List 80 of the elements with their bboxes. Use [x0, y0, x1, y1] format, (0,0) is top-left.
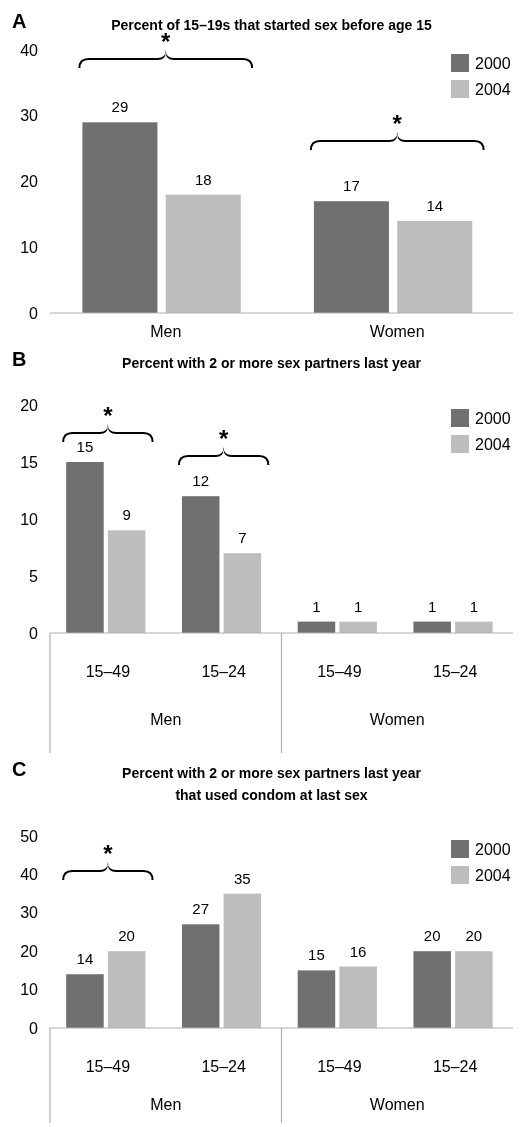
annotation: *	[103, 402, 114, 429]
data-label: 14	[426, 196, 444, 214]
bar	[397, 220, 473, 313]
bar	[313, 201, 389, 313]
y-tick-label: 5	[29, 567, 39, 585]
y-tick-label: 40	[20, 41, 39, 59]
bar	[455, 951, 493, 1028]
bar	[297, 970, 336, 1028]
legend-label: 2004	[475, 866, 511, 884]
y-tick-label: 0	[29, 1019, 39, 1037]
data-label: 16	[349, 942, 367, 960]
chart-title: Percent with 2 or more sex partners last year	[122, 355, 422, 371]
text: B	[12, 348, 27, 370]
legend-label: 2000	[475, 409, 511, 427]
data-label: 29	[111, 98, 129, 116]
y-tick-label: 15	[20, 453, 39, 471]
data-label: 15	[76, 438, 94, 455]
annotation: *	[392, 110, 403, 137]
data-label: 1	[353, 597, 363, 615]
data-label: 14	[76, 950, 94, 968]
data-label: 20	[423, 927, 441, 945]
data-label: 20	[465, 927, 483, 945]
data-label: 12	[192, 472, 210, 490]
x-tick-label: 15–49	[85, 662, 131, 680]
x-tick-label: 15–49	[317, 662, 362, 680]
text: Men	[150, 1096, 182, 1113]
text: A	[12, 10, 27, 32]
y-tick-label: 0	[29, 304, 39, 322]
annotation: *	[218, 425, 229, 452]
bar	[66, 974, 104, 1028]
bar	[107, 530, 146, 633]
y-tick-label: 10	[20, 238, 39, 256]
y-tick-label: 30	[20, 107, 39, 125]
bar	[165, 194, 241, 313]
bar	[107, 951, 146, 1028]
x-tick-label: 15–49	[85, 1057, 131, 1075]
x-tick-label: 15–24	[201, 1057, 246, 1075]
bar	[181, 496, 220, 633]
x-tick-label: 15–24	[432, 1057, 478, 1075]
data-label: 1	[469, 597, 479, 615]
data-label: 7	[238, 529, 247, 547]
data-label: 27	[192, 900, 210, 918]
y-tick-label: 10	[20, 981, 39, 999]
legend-label: 2004	[475, 435, 511, 453]
y-tick-label: 10	[20, 510, 39, 528]
bar	[223, 553, 262, 633]
legend-label: 2000	[475, 840, 511, 858]
data-label: 17	[343, 177, 360, 195]
y-tick-label: 0	[29, 624, 39, 642]
data-label: 20	[118, 927, 135, 945]
chart-title: Percent of 15–19s that started sex before age 15	[111, 17, 433, 33]
bar	[181, 924, 220, 1028]
text: Men	[150, 711, 182, 728]
text: Women	[369, 711, 425, 728]
y-tick-label: 50	[20, 827, 39, 845]
legend-label: 2004	[475, 80, 511, 98]
y-tick-label: 20	[20, 396, 39, 414]
x-tick-label: 15–24	[201, 662, 246, 680]
bar	[223, 893, 262, 1028]
data-label: 1	[428, 597, 437, 615]
bar	[66, 462, 104, 633]
bar	[413, 951, 451, 1028]
text: C	[12, 758, 27, 780]
data-label: 18	[194, 170, 212, 188]
x-tick-label: 15–49	[317, 1057, 362, 1075]
y-tick-label: 40	[20, 866, 39, 883]
y-tick-label: 20	[20, 942, 39, 960]
text: Women	[369, 1096, 425, 1113]
annotation: *	[103, 840, 114, 867]
data-label: 15	[308, 946, 325, 964]
chart-title: Percent with 2 or more sex partners last year that used condom at last sex	[122, 765, 422, 803]
y-tick-label: 30	[20, 904, 39, 922]
bar	[339, 966, 377, 1028]
data-label: 1	[312, 597, 321, 615]
bar	[82, 122, 158, 313]
x-tick-label: 15–24	[432, 662, 478, 680]
data-label: 9	[122, 506, 131, 524]
legend-label: 2000	[475, 54, 511, 72]
data-label: 35	[234, 869, 251, 887]
y-tick-label: 20	[20, 173, 39, 191]
